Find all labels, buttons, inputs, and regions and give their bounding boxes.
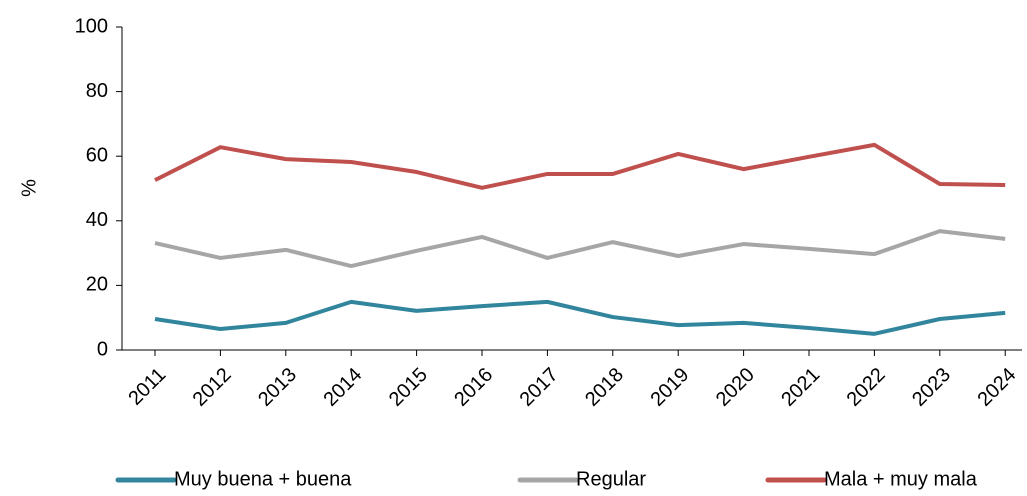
- x-tick-label: 2023: [908, 364, 955, 411]
- x-tick-label: 2014: [319, 364, 366, 411]
- y-axis-label: %: [18, 179, 40, 197]
- x-tick-label: 2013: [254, 364, 301, 411]
- x-tick-label: 2020: [712, 364, 759, 411]
- line-series: [154, 142, 1006, 190]
- x-tick-label: 2011: [124, 364, 170, 410]
- x-tick-label: 2017: [516, 364, 563, 411]
- y-tick-label: 60: [86, 144, 108, 166]
- x-tick-label: 2021: [777, 364, 824, 411]
- y-tick-label: 100: [75, 15, 108, 37]
- line-series: [154, 229, 1006, 269]
- x-tick-label: 2024: [973, 364, 1020, 411]
- legend-label: Regular: [576, 468, 646, 490]
- x-tick-label: 2018: [581, 364, 628, 411]
- x-tick-label: 2012: [189, 364, 236, 411]
- y-tick-label: 0: [97, 338, 108, 360]
- x-tick-label: 2022: [843, 364, 890, 411]
- y-tick-label: 20: [86, 274, 108, 296]
- y-tick-label: 40: [86, 209, 108, 231]
- x-tick-label: 2015: [385, 364, 432, 411]
- x-tick-label: 2019: [646, 364, 693, 411]
- legend-label: Mala + muy mala: [824, 468, 978, 490]
- line-series: [154, 299, 1006, 336]
- y-tick-label: 80: [86, 80, 108, 102]
- legend-label: Muy buena + buena: [174, 468, 352, 490]
- x-tick-label: 2016: [450, 364, 497, 411]
